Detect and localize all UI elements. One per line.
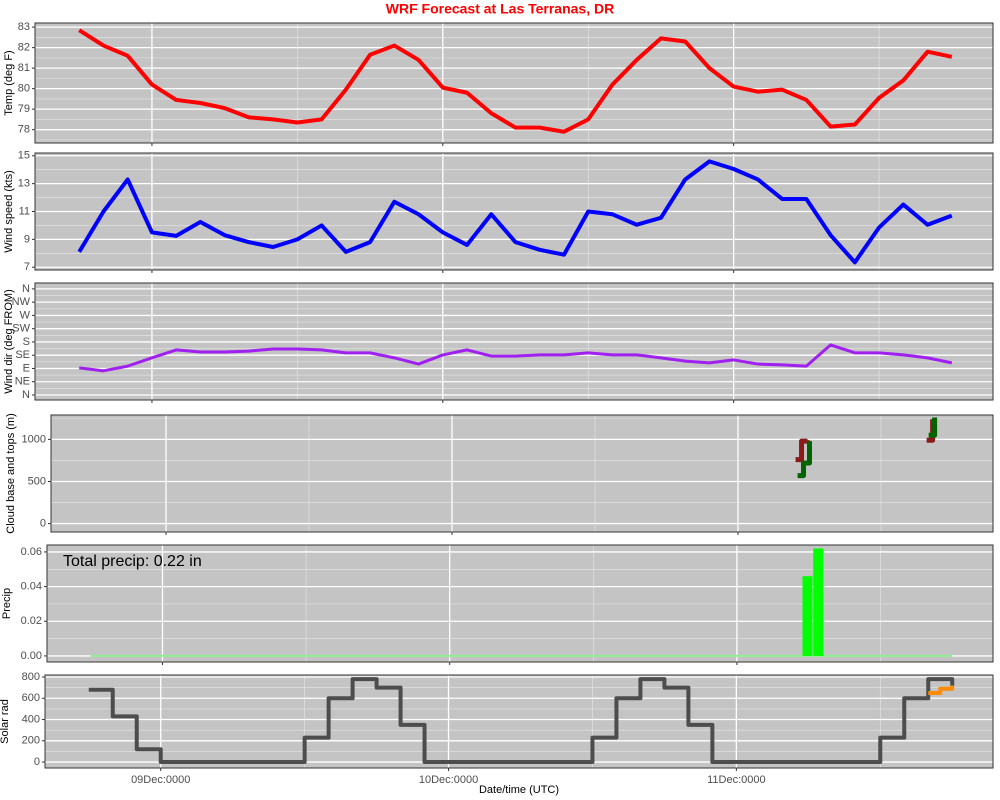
y-tick-label: 600 [22,692,40,704]
bar [802,576,813,656]
y-axis-label: Temp (deg F) [3,50,15,115]
y-axis-label: Solar rad [0,699,11,744]
y-tick-label: 80 [18,83,30,95]
bar [813,548,824,656]
y-tick-label: 7 [24,261,30,273]
y-tick-label: 78 [18,124,30,136]
y-axis-label: Wind dir (deg FROM) [3,289,15,394]
y-tick-label: N [22,283,30,295]
y-tick-label: 0.06 [21,546,42,558]
line [79,343,953,373]
y-tick-label: 82 [18,42,30,54]
y-tick-label: E [23,362,30,374]
x-tick-label: 09Dec:0000 [131,774,190,786]
y-tick-label: 400 [22,713,40,725]
y-tick-label: 83 [18,21,30,33]
y-tick-label: 13 [18,178,30,190]
y-tick-label: S [23,336,30,348]
y-tick-label: 79 [18,103,30,115]
annotation: Total precip: 0.22 in [63,553,202,570]
panel-border [46,544,994,663]
y-axis-label: Cloud base and tops (m) [5,413,17,533]
panel-background [35,23,993,143]
y-tick-label: 1000 [22,433,46,445]
x-tick-label: 10Dec:0000 [419,774,478,786]
y-tick-label: 0 [34,756,40,768]
step-line [797,417,938,479]
y-tick-label: 0 [40,517,46,529]
y-tick-label: W [20,309,31,321]
y-tick-label: 500 [28,475,46,487]
panel-border [50,414,994,533]
panel-border [34,22,994,144]
y-tick-label: 15 [18,150,30,162]
y-tick-label: SE [15,349,30,361]
panel-background [45,675,993,768]
panel-background [51,415,993,532]
y-tick-label: 200 [22,735,40,747]
line [77,159,953,265]
step-line [928,685,955,695]
y-tick-label: 0.04 [21,581,42,593]
panel-border [34,282,994,401]
panel-background [47,545,993,662]
x-axis-label: Date/time (UTC) [479,784,559,796]
y-axis-label: Wind speed (kts) [3,170,15,253]
chart-title: WRF Forecast at Las Terranas, DR [386,1,614,17]
y-axis-label: Precip [1,588,13,619]
y-tick-label: NW [12,296,31,308]
y-tick-label: 0.00 [21,650,42,662]
panel-border [34,152,994,271]
y-tick-label: 11 [19,205,30,217]
y-tick-label: 0.02 [21,615,42,627]
line [78,28,953,134]
y-tick-label: N [22,389,30,401]
y-tick-label: SW [12,323,30,335]
y-tick-label: 800 [22,671,40,683]
y-tick-label: 81 [18,62,30,74]
x-tick-label: 11Dec:0000 [707,774,766,786]
step-line [88,677,955,765]
y-tick-label: 9 [24,233,30,245]
y-tick-label: NE [15,376,30,388]
panel-border [44,674,994,769]
